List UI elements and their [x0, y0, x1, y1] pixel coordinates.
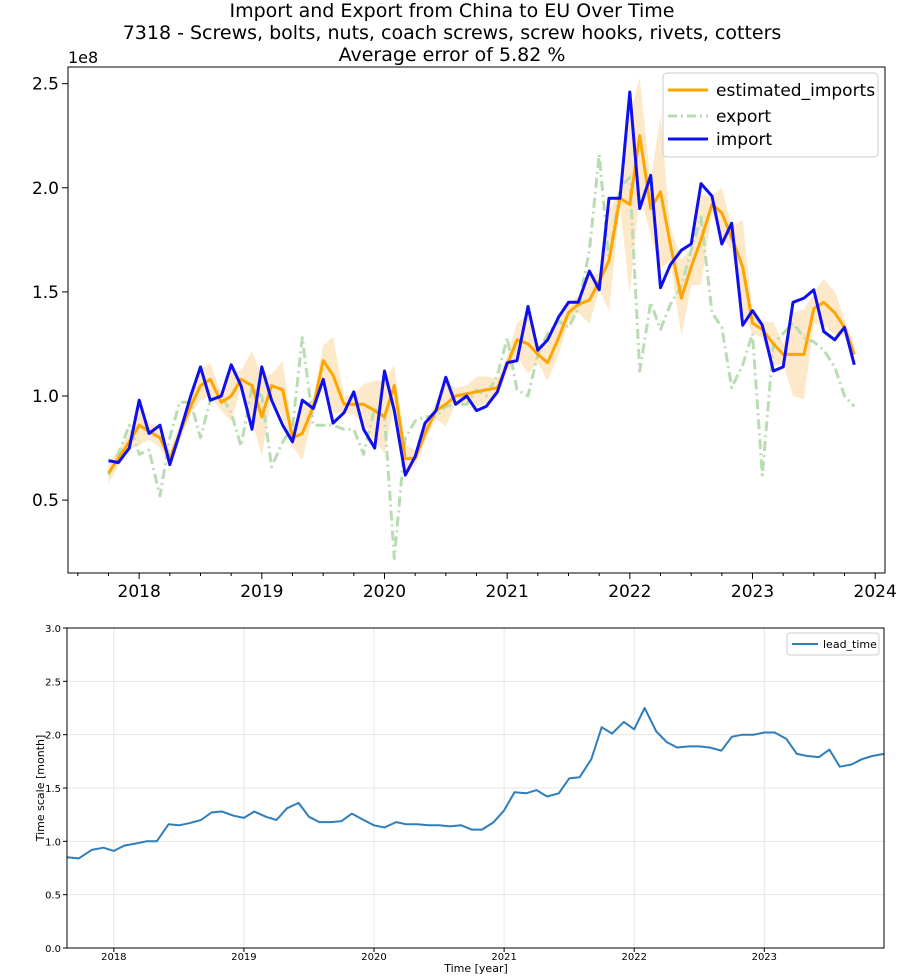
lead-time-line [66, 707, 885, 860]
bottom-y-tick-label: 2.5 [45, 677, 61, 688]
top-x-tick-label: 2019 [240, 582, 283, 600]
estimated-imports-line [107, 134, 856, 474]
bottom-x-tick-label: 2018 [101, 952, 126, 963]
bottom-legend-box [786, 632, 880, 656]
legend-label-estimated-imports: estimated_imports [716, 81, 875, 101]
bottom-y-tick-label: 0.0 [45, 944, 61, 955]
estimate-confidence-band [108, 77, 855, 484]
bottom-y-tick-label: 1.5 [45, 784, 61, 795]
top-chart: 2018 2019 2020 2021 2022 2023 2024 0.5 1.0 1.5 2.0… [32, 48, 897, 600]
bottom-x-tick-label: 2023 [752, 952, 777, 963]
top-legend: estimated_imports export import [662, 72, 879, 158]
legend-label-export: export [716, 107, 771, 127]
top-x-tick-label: 2021 [486, 582, 529, 600]
top-x-tick-label: 2018 [118, 582, 161, 600]
top-y-tick-label: 2.5 [32, 75, 59, 95]
bottom-legend: lead_time [786, 632, 880, 656]
legend-label-import: import [716, 130, 772, 150]
chart-title: Import and Export from China to EU Over … [229, 0, 675, 22]
bottom-x-tick-label: 2022 [621, 952, 646, 963]
bottom-y-axis-label: Time scale [month] [34, 735, 47, 843]
chart-error-subtitle: Average error of 5.82 % [338, 44, 566, 66]
bottom-y-tick-label: 3.0 [45, 624, 61, 635]
top-x-tick-label: 2022 [608, 582, 651, 600]
scale-exponent-label: 1e8 [68, 48, 98, 67]
top-legend-box [662, 72, 879, 158]
bottom-x-tick-label: 2019 [231, 952, 256, 963]
top-y-tick-label: 1.5 [32, 283, 59, 303]
top-y-tick-label: 0.5 [32, 491, 59, 511]
bottom-x-tick-label: 2020 [361, 952, 386, 963]
top-x-tick-label: 2020 [363, 582, 406, 600]
top-x-tick-label: 2024 [854, 582, 897, 600]
top-y-tick-label: 1.0 [32, 387, 59, 407]
export-line [107, 153, 856, 560]
bottom-x-tick-label: 2021 [491, 952, 516, 963]
top-y-tick-label: 2.0 [32, 179, 59, 199]
legend-label-lead-time: lead_time [823, 638, 877, 651]
bottom-y-tick-label: 0.5 [45, 891, 61, 902]
chart-subtitle: 7318 - Screws, bolts, nuts, coach screws… [122, 22, 782, 44]
bottom-y-tick-label: 2.0 [45, 731, 61, 742]
bottom-y-tick-label: 1.0 [45, 837, 61, 848]
import-line [108, 90, 856, 477]
top-x-tick-label: 2023 [731, 582, 774, 600]
bottom-x-axis-label: Time [year] [443, 962, 508, 975]
